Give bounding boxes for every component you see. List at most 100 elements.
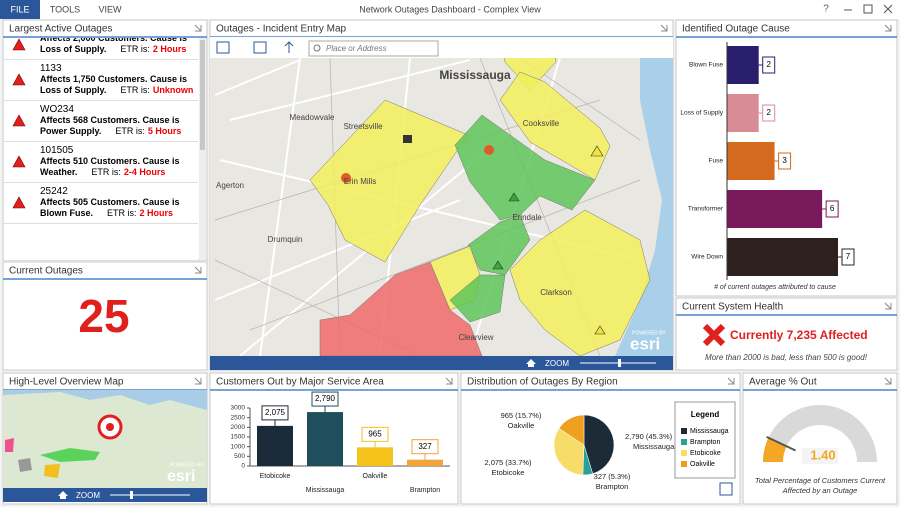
window-title: Network Outages Dashboard - Complex View [359, 4, 541, 14]
basemap-button[interactable] [216, 41, 230, 54]
legend-title: Legend [691, 410, 720, 419]
label-box [762, 104, 776, 122]
pin-icon[interactable] [884, 24, 892, 32]
search-box[interactable] [308, 40, 439, 57]
label-box [825, 200, 839, 218]
zone[interactable] [509, 209, 651, 357]
x-tick-label: Etobicoke [260, 473, 291, 480]
menu-tools[interactable]: TOOLS [50, 4, 80, 14]
gauge-track [763, 405, 877, 462]
pin-icon[interactable] [884, 377, 892, 385]
overview-map[interactable]: POWERED BY esri [3, 390, 207, 488]
category-label: Loss of Supply [680, 110, 723, 117]
x-tick-label: Mississauga [306, 487, 345, 494]
overview-zone [44, 464, 60, 478]
legend-swatch [681, 461, 687, 467]
map-toolbar [210, 37, 673, 58]
zone[interactable] [499, 71, 611, 181]
pin-icon[interactable] [194, 24, 202, 32]
y-tick-label: 1000 [231, 443, 246, 450]
bar [407, 459, 443, 466]
home-button[interactable] [58, 491, 68, 499]
layers-button[interactable] [253, 41, 267, 54]
incident-icon[interactable] [590, 145, 604, 157]
pin-icon[interactable] [660, 24, 668, 32]
file-tab[interactable] [0, 0, 40, 19]
slice-category-label: Mississauga [633, 442, 675, 451]
incident-icons[interactable] [341, 135, 606, 335]
warning-icon [12, 73, 26, 86]
help-button[interactable]: ? [823, 4, 829, 15]
pie-slice[interactable] [558, 414, 585, 446]
maximize-button[interactable] [863, 4, 873, 14]
value-label: 3 [782, 156, 787, 165]
pie-slice[interactable] [583, 414, 615, 475]
outage-item[interactable]: 101505 Affects 510 Customers. Cause is We… [4, 142, 198, 183]
warning-icon [12, 38, 26, 50]
incident-icon[interactable] [341, 173, 351, 183]
y-tick-label: 2500 [231, 414, 246, 421]
zoom-thumb[interactable] [618, 359, 621, 367]
pin-icon[interactable] [445, 377, 453, 385]
etr-value: Unknown [152, 85, 194, 95]
status-icon [702, 323, 726, 347]
home-button[interactable] [526, 359, 536, 367]
label-box [762, 56, 776, 74]
panel-title: Largest Active Outages [9, 24, 112, 35]
x-tick-label: Oakville [363, 473, 388, 480]
category-label: Wire Down [691, 254, 723, 261]
incident-icon[interactable] [508, 192, 520, 202]
zone[interactable] [454, 114, 596, 221]
category-label: Fuse [709, 158, 724, 165]
zone[interactable] [309, 99, 469, 263]
outage-item[interactable]: 25242 Affects 505 Customers. Cause is Blo… [4, 183, 198, 224]
place-label: Streetsville [343, 122, 383, 131]
overview-zone [5, 438, 14, 452]
outage-zones[interactable] [309, 37, 651, 357]
pin-icon[interactable] [194, 377, 202, 385]
crew-icon[interactable] [403, 135, 412, 143]
title-bar [0, 0, 900, 19]
close-button[interactable] [883, 4, 893, 14]
y-tick-label: 2000 [231, 424, 246, 431]
menu-file[interactable]: FILE [10, 4, 29, 14]
slice-value-label: 965 (15.7%) [501, 411, 542, 420]
zoom-label: ZOOM [545, 359, 569, 368]
legend-toggle[interactable] [719, 482, 733, 496]
zone[interactable] [449, 274, 506, 323]
incident-icon[interactable] [594, 325, 606, 335]
pin-icon[interactable] [727, 377, 735, 385]
pin-icon[interactable] [884, 302, 892, 310]
search-placeholder[interactable]: Place or Address [326, 44, 387, 53]
outage-item[interactable]: 1133 Affects 1,750 Customers. Cause is Lo… [4, 60, 198, 101]
scroll-thumb[interactable] [200, 40, 205, 150]
incident-icon[interactable] [484, 145, 494, 155]
map-area[interactable]: Mississauga Streetsville Meadowvale Cooksvi… [210, 37, 673, 357]
x-tick-label: Brampton [410, 487, 440, 494]
y-tick-label: 500 [234, 453, 245, 460]
zoom-thumb[interactable] [130, 491, 133, 499]
bar [727, 94, 759, 132]
place-label: Erin Mills [344, 177, 376, 186]
outage-item[interactable]: WO234 Affects 568 Customers. Cause is Pow… [4, 101, 198, 142]
etr-label: ETR is: [107, 208, 137, 218]
slice-category-label: Brampton [596, 482, 629, 491]
incident-icon[interactable] [492, 260, 504, 270]
label-box [778, 152, 792, 170]
value-label: 7 [846, 252, 851, 261]
locate-button[interactable] [284, 41, 294, 53]
pin-icon[interactable] [194, 266, 202, 274]
etr-label: ETR is: [120, 85, 150, 95]
outage-item[interactable]: Affects 2,000 Customers. Cause is Loss o… [4, 38, 198, 60]
lake-water [615, 38, 673, 356]
panel-title: Distribution of Outages By Region [467, 377, 618, 388]
place-label: Clearview [458, 333, 493, 342]
outage-id: 25242 [40, 186, 68, 197]
place-label: Drumquin [268, 235, 303, 244]
legend-entry: Etobicoke [690, 450, 721, 457]
menu-view[interactable]: VIEW [98, 4, 122, 14]
y-tick-label: 0 [241, 463, 245, 470]
outage-list: Affects 2,000 Customers. Cause is Loss o… [4, 38, 198, 260]
warning-icon [12, 114, 26, 127]
